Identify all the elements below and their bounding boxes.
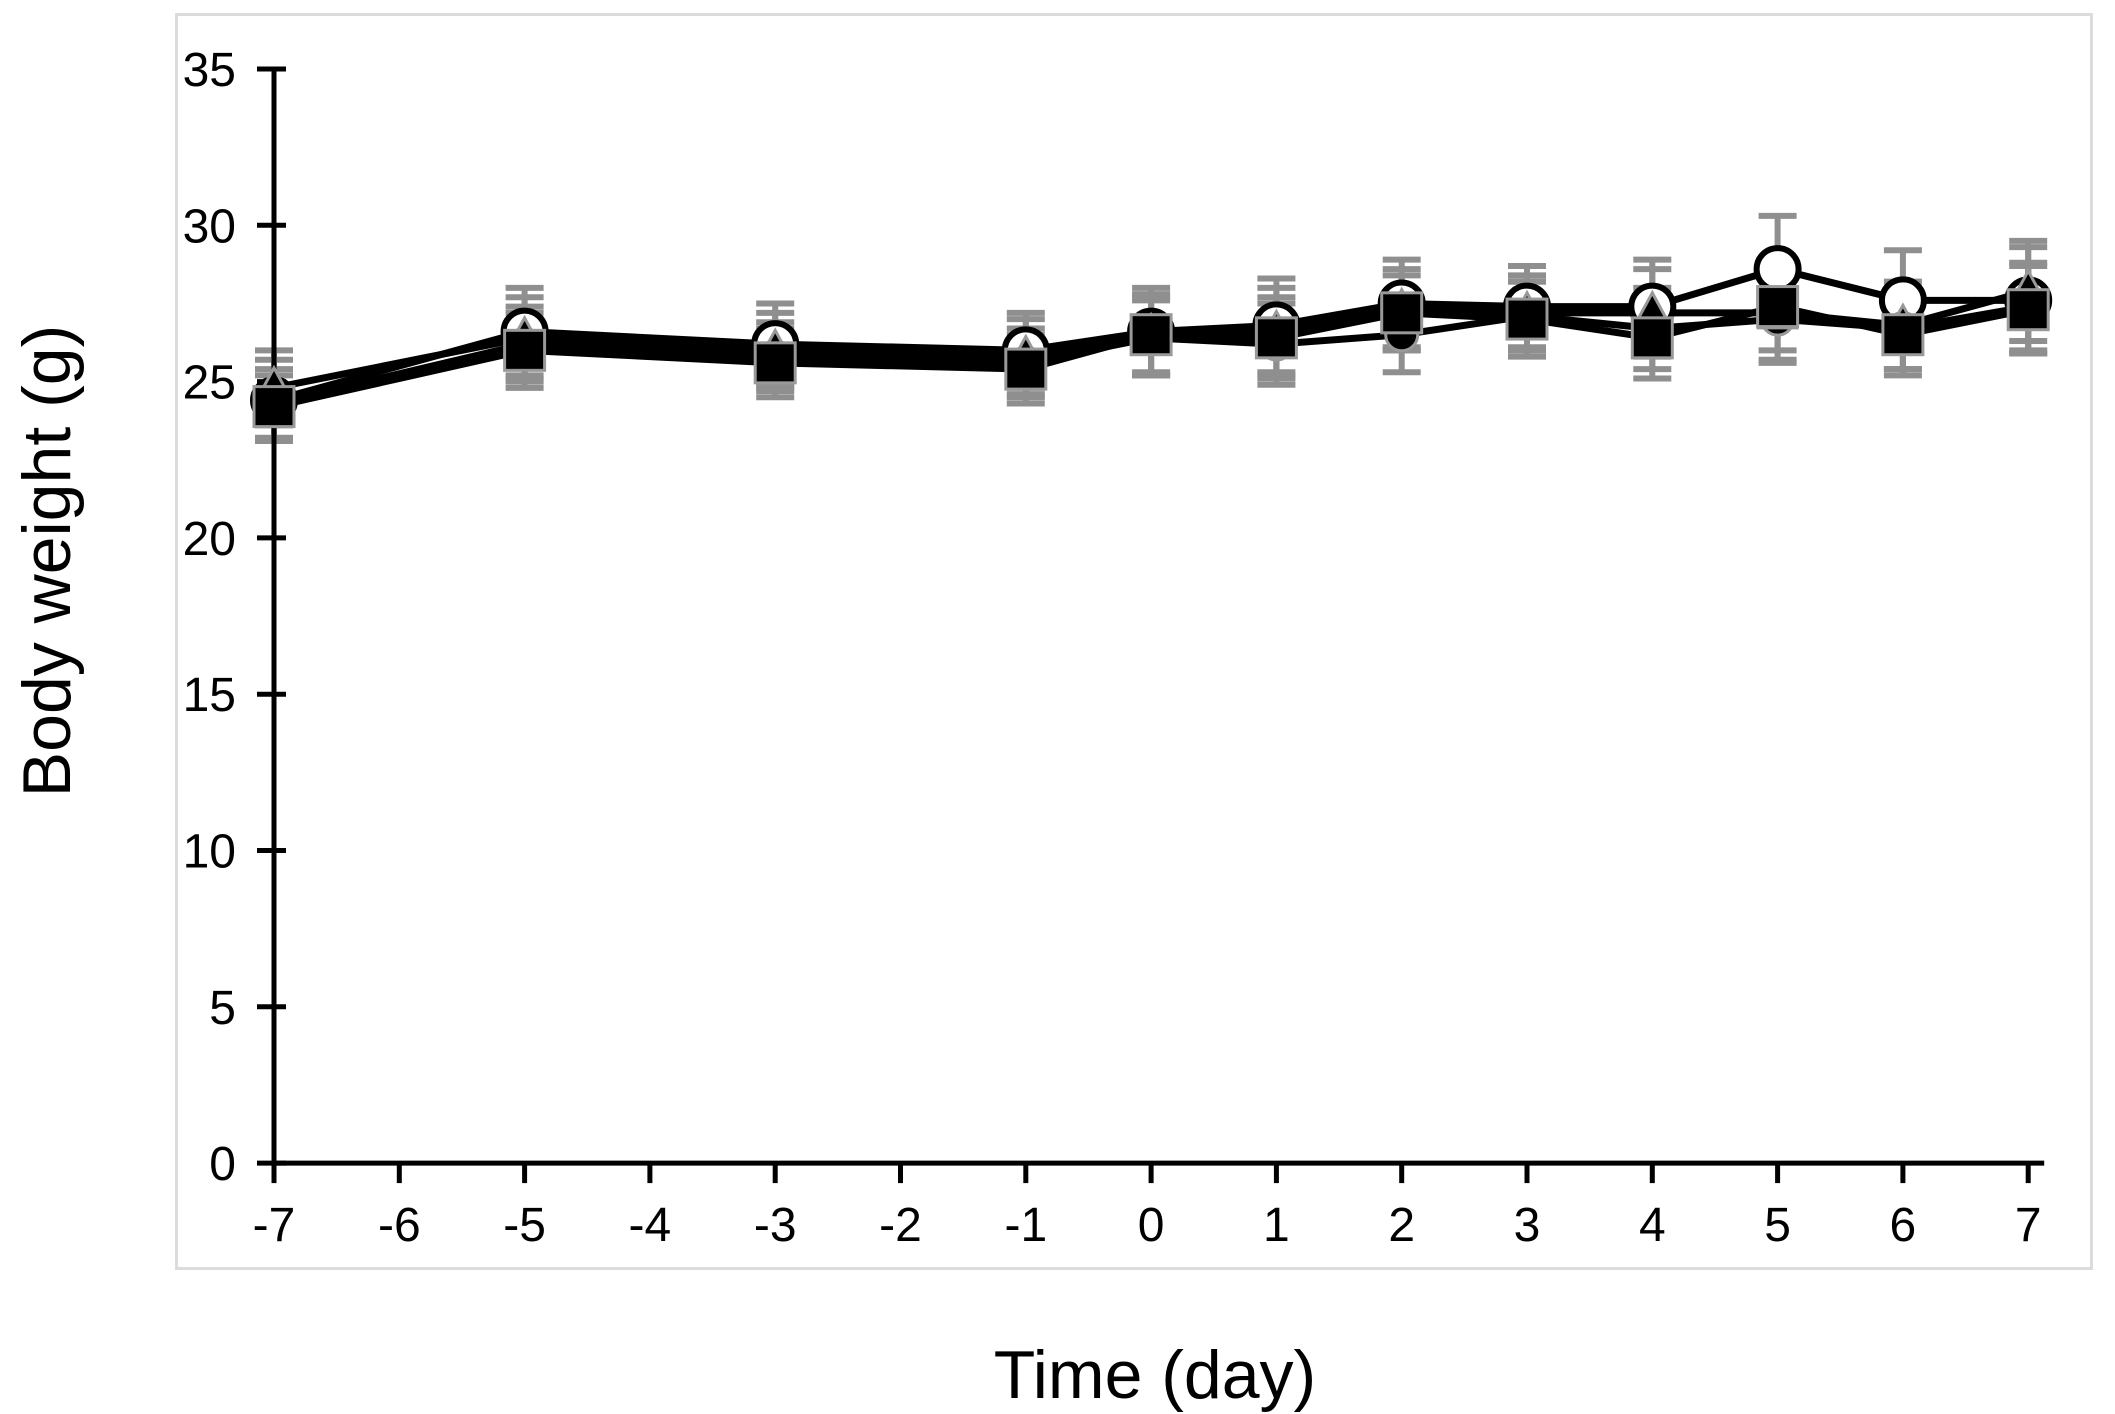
y-tick-label: 15 <box>183 669 236 722</box>
filled-square-marker <box>753 341 797 385</box>
y-axis-title: Body weight (g) <box>9 324 85 798</box>
open-circle-marker <box>1753 245 1802 294</box>
y-tick-label: 5 <box>209 982 236 1035</box>
x-tick-label: -7 <box>253 1199 296 1252</box>
y-tick-label: 10 <box>183 826 236 879</box>
x-tick-label: -2 <box>879 1199 922 1252</box>
tick-labels-layer: 0 5 10 15 20 25 30 35 -7 -6 -5 -4 -3 -2 -1 0 1 2 3 4 5 6 7 <box>183 44 2042 1252</box>
filled-square-marker <box>1380 291 1424 335</box>
axes-layer <box>257 66 2045 1184</box>
x-tick-label: 4 <box>1639 1199 1666 1252</box>
filled-square-marker <box>2006 288 2050 332</box>
x-tick-label: -6 <box>378 1199 421 1252</box>
x-tick-label: -3 <box>754 1199 797 1252</box>
y-tick-label: 30 <box>183 200 236 253</box>
filled-square-marker <box>252 385 296 429</box>
filled-square-marker <box>1129 313 1173 357</box>
filled-square-marker <box>1756 285 1800 329</box>
x-tick-label: 1 <box>1263 1199 1290 1252</box>
filled-square-marker <box>1630 316 1674 360</box>
group-filled-square <box>252 285 2050 429</box>
x-tick-label: 0 <box>1138 1199 1165 1252</box>
y-tick-label: 25 <box>183 357 236 410</box>
filled-square-marker <box>503 328 547 372</box>
y-tick-label: 20 <box>183 513 236 566</box>
x-axis-title: Time (day) <box>993 1337 1317 1413</box>
x-tick-label: 2 <box>1388 1199 1415 1252</box>
plot-area-frame <box>175 13 2093 1270</box>
markers-layer <box>250 245 2053 429</box>
filled-square-marker <box>1505 297 1549 341</box>
filled-square-marker <box>1004 347 1048 391</box>
x-tick-label: 6 <box>1890 1199 1917 1252</box>
x-tick-label: 7 <box>2015 1199 2042 1252</box>
x-tick-label: -5 <box>503 1199 546 1252</box>
y-tick-label: 0 <box>209 1138 236 1191</box>
x-tick-label: -1 <box>1004 1199 1047 1252</box>
x-tick-label: 3 <box>1514 1199 1541 1252</box>
filled-square-marker <box>1254 316 1298 360</box>
y-tick-label: 35 <box>183 44 236 97</box>
filled-square-marker <box>1881 313 1925 357</box>
x-tick-label: -4 <box>629 1199 672 1252</box>
x-tick-label: 5 <box>1764 1199 1791 1252</box>
